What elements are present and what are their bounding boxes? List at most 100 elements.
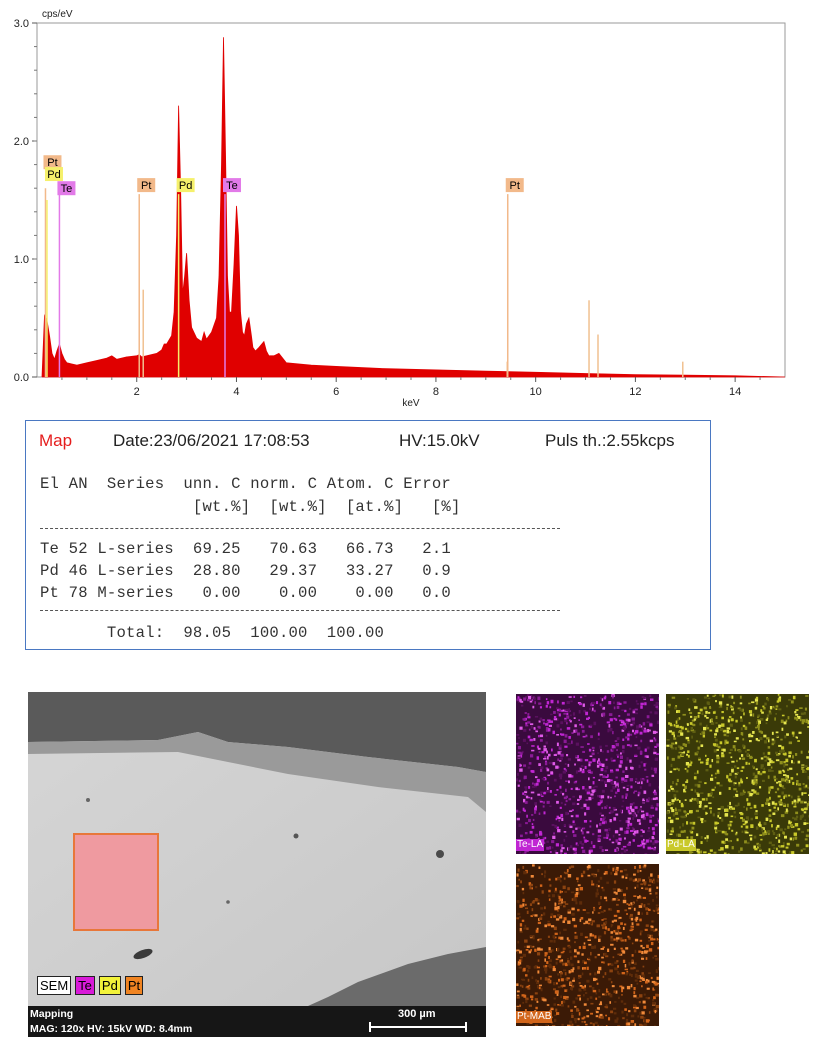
map-speckle bbox=[564, 890, 568, 894]
map-speckle bbox=[771, 761, 775, 764]
map-speckle bbox=[612, 898, 616, 901]
map-speckle bbox=[638, 905, 643, 908]
map-speckle bbox=[527, 969, 530, 973]
map-speckle bbox=[557, 947, 560, 952]
map-speckle bbox=[768, 848, 771, 852]
map-speckle bbox=[585, 1023, 588, 1026]
map-speckle bbox=[567, 939, 571, 942]
map-speckle bbox=[522, 718, 526, 721]
map-speckle bbox=[523, 809, 526, 812]
map-speckle bbox=[613, 919, 617, 922]
map-speckle bbox=[543, 776, 547, 779]
map-speckle bbox=[588, 796, 592, 801]
legend-pd: Pd bbox=[98, 976, 121, 995]
map-speckle bbox=[629, 913, 633, 917]
map-speckle bbox=[525, 949, 529, 951]
map-speckle bbox=[791, 760, 793, 764]
map-speckle bbox=[589, 825, 592, 828]
map-speckle bbox=[734, 748, 737, 752]
map-speckle bbox=[566, 700, 570, 705]
map-speckle bbox=[738, 783, 741, 787]
map-speckle bbox=[527, 796, 531, 799]
map-speckle bbox=[519, 1004, 521, 1008]
map-speckle bbox=[523, 697, 527, 701]
map-speckle bbox=[775, 850, 779, 853]
map-speckle bbox=[808, 750, 809, 754]
map-speckle bbox=[726, 703, 729, 706]
map-speckle bbox=[793, 805, 797, 808]
map-speckle bbox=[586, 791, 591, 795]
map-speckle bbox=[575, 997, 579, 1000]
map-speckle bbox=[647, 846, 651, 850]
map-speckle bbox=[600, 779, 604, 782]
map-speckle bbox=[771, 743, 774, 746]
map-speckle bbox=[562, 709, 565, 712]
map-speckle bbox=[652, 909, 655, 912]
map-speckle bbox=[799, 707, 803, 710]
map-speckle bbox=[667, 703, 671, 707]
map-speckle bbox=[621, 780, 624, 784]
legend-sem: SEM bbox=[37, 976, 72, 995]
map-speckle bbox=[640, 834, 644, 838]
map-speckle bbox=[555, 1008, 558, 1012]
map-speckle bbox=[563, 928, 567, 931]
map-speckle bbox=[609, 819, 612, 823]
map-speckle bbox=[534, 701, 536, 705]
map-speckle bbox=[545, 727, 549, 730]
map-speckle bbox=[527, 713, 530, 716]
map-speckle bbox=[700, 850, 703, 854]
map-speckle bbox=[607, 963, 610, 966]
map-speckle bbox=[597, 953, 600, 956]
map-speckle bbox=[666, 811, 670, 815]
map-speckle bbox=[716, 782, 720, 785]
map-speckle bbox=[624, 909, 628, 912]
map-speckle bbox=[575, 729, 578, 733]
map-speckle bbox=[621, 994, 623, 996]
map-speckle bbox=[521, 994, 525, 997]
quantification-panel: Map Date:23/06/2021 17:08:53 HV:15.0kV P… bbox=[25, 420, 711, 650]
map-speckle bbox=[575, 814, 579, 818]
map-speckle bbox=[696, 750, 699, 754]
map-speckle bbox=[760, 731, 764, 734]
map-speckle bbox=[561, 701, 565, 705]
map-speckle bbox=[804, 819, 806, 822]
map-speckle bbox=[575, 742, 579, 746]
map-speckle bbox=[568, 708, 571, 711]
map-speckle bbox=[756, 842, 760, 846]
map-speckle bbox=[792, 755, 794, 759]
map-speckle bbox=[559, 760, 562, 762]
map-speckle bbox=[531, 901, 535, 904]
map-speckle bbox=[523, 927, 527, 930]
map-speckle bbox=[729, 723, 733, 727]
map-speckle bbox=[686, 722, 688, 726]
map-speckle bbox=[547, 756, 549, 760]
map-speckle bbox=[540, 977, 542, 980]
map-speckle bbox=[573, 717, 576, 719]
map-speckle bbox=[691, 797, 694, 801]
map-speckle bbox=[558, 978, 560, 982]
map-speckle bbox=[622, 926, 625, 931]
map-speckle bbox=[671, 742, 675, 745]
map-speckle bbox=[731, 695, 734, 699]
map-speckle bbox=[614, 848, 617, 852]
map-speckle bbox=[594, 972, 597, 976]
element-marker-label: Pd bbox=[47, 169, 60, 181]
map-speckle bbox=[567, 920, 571, 924]
map-speckle bbox=[537, 725, 540, 729]
map-speckle bbox=[754, 706, 758, 710]
map-speckle bbox=[703, 696, 708, 699]
map-speckle bbox=[579, 797, 582, 800]
map-speckle bbox=[654, 711, 658, 715]
map-speckle bbox=[634, 708, 638, 711]
map-speckle bbox=[620, 947, 623, 950]
map-speckle bbox=[721, 818, 724, 822]
map-speckle bbox=[667, 756, 669, 760]
map-speckle bbox=[728, 752, 732, 754]
map-speckle bbox=[576, 877, 579, 880]
map-speckle bbox=[769, 706, 773, 710]
map-speckle bbox=[520, 764, 522, 767]
map-speckle bbox=[668, 789, 671, 792]
map-speckle bbox=[590, 841, 593, 845]
map-speckle bbox=[583, 942, 586, 945]
map-speckle bbox=[519, 956, 523, 959]
